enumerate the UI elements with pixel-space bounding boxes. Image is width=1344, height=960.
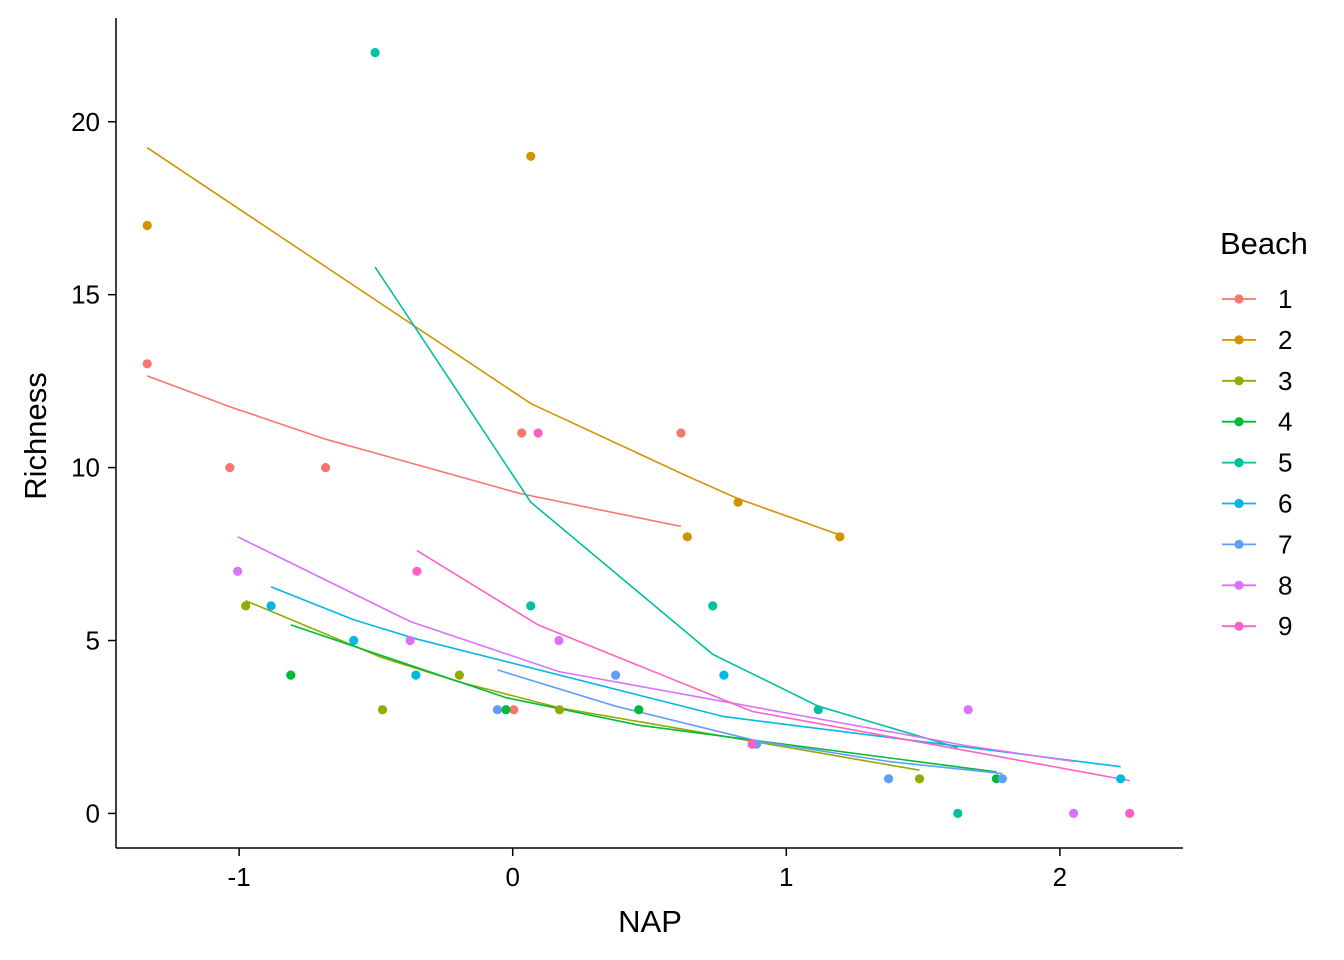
point-beach-2 [142,220,152,231]
y-axis-ticks: 0 5 10 15 20 [71,107,116,828]
point-beach-5 [813,705,823,715]
legend-label: 4 [1278,407,1292,437]
y-tick-label: 20 [71,107,100,137]
point-beach-3 [554,705,565,715]
y-axis-title: Richness [18,372,53,500]
point-beach-5 [526,601,536,611]
legend-label: 3 [1278,366,1292,396]
legend-key-point [1234,621,1244,631]
point-beach-8 [233,566,243,576]
point-beach-9 [412,566,422,576]
point-beach-5 [953,808,963,819]
point-beach-3 [454,670,464,680]
legend-label: 1 [1278,284,1292,314]
legend-key-point [1234,417,1244,427]
legend-key-point [1234,458,1244,468]
point-beach-6 [411,670,421,680]
x-tick-label: 2 [1053,862,1067,892]
point-beach-6 [1116,774,1126,784]
legend-item-beach-6: 6 [1222,489,1292,519]
y-tick-label: 0 [86,798,100,828]
point-beach-8 [554,635,564,646]
legend-item-beach-5: 5 [1222,448,1292,478]
point-beach-5 [370,48,380,58]
legend-label: 2 [1278,325,1292,355]
legend-key-point [1234,335,1244,345]
legend-item-beach-1: 1 [1222,284,1292,314]
legend-items: 1 2 3 4 5 6 7 8 9 [1222,284,1292,641]
point-beach-6 [349,635,359,646]
fit-line-beach-4 [290,624,997,773]
point-beach-3 [241,601,251,611]
y-tick-label: 10 [71,453,100,483]
point-beach-9 [1125,808,1135,819]
fit-line-beach-8 [237,536,1074,763]
point-beach-4 [286,670,296,680]
point-beach-2 [733,497,743,507]
point-beach-8 [405,635,415,646]
point-beach-2 [835,532,845,542]
fit-line-beach-6 [270,586,1121,768]
legend-key-point [1234,539,1244,550]
fit-line-beach-5 [374,266,959,749]
legend-label: 5 [1278,448,1292,478]
legend-item-beach-8: 8 [1222,570,1292,600]
legend-key-point [1234,580,1244,590]
legend-label: 6 [1278,489,1292,519]
legend-item-beach-7: 7 [1222,529,1292,559]
point-beach-7 [884,774,894,784]
fit-line-beach-1 [146,375,682,528]
legend-item-beach-4: 4 [1222,407,1292,437]
x-tick-label: 1 [779,862,793,892]
legend-key-point [1234,498,1244,509]
point-beach-1 [225,463,235,473]
point-beach-7 [611,670,621,680]
point-beach-3 [914,774,925,784]
point-beach-1 [517,428,527,438]
point-beach-6 [266,601,276,611]
legend-key-point [1234,376,1244,386]
point-beach-9 [747,739,757,749]
point-beach-2 [526,151,536,161]
point-beach-8 [1069,808,1079,819]
data-points [142,48,1135,819]
x-tick-label: -1 [228,862,251,892]
legend-key-point [1234,294,1244,304]
x-axis-title: NAP [618,904,682,939]
x-tick-label: 0 [505,862,519,892]
point-beach-7 [492,705,502,715]
legend: Beach 1 2 3 4 5 6 7 8 9 [1220,226,1308,641]
point-beach-8 [963,705,973,715]
legend-title: Beach [1220,226,1308,261]
point-beach-4 [634,705,644,715]
y-tick-label: 15 [71,280,100,310]
point-beach-2 [682,532,692,542]
point-beach-6 [719,670,729,680]
point-beach-7 [997,774,1008,784]
x-axis-ticks: -1 0 1 2 [228,848,1067,892]
legend-item-beach-9: 9 [1222,611,1292,641]
point-beach-1 [142,359,152,369]
legend-label: 9 [1278,611,1292,641]
y-tick-label: 5 [86,626,100,656]
point-beach-9 [533,428,543,438]
legend-label: 8 [1278,570,1292,600]
point-beach-1 [321,463,331,473]
point-beach-4 [501,705,511,715]
legend-label: 7 [1278,529,1292,559]
plot-panel: -1 0 1 2 0 5 10 15 20 [71,18,1183,892]
legend-item-beach-3: 3 [1222,366,1292,396]
fit-line-beach-9 [416,549,1130,782]
fit-line-beach-7 [497,669,1003,775]
fit-line-beach-2 [146,147,841,536]
point-beach-1 [509,705,519,715]
point-beach-3 [377,705,388,715]
legend-item-beach-2: 2 [1222,325,1292,355]
point-beach-1 [676,428,686,438]
point-beach-5 [708,601,718,611]
fit-lines [146,147,1130,782]
fit-line-beach-3 [245,599,920,771]
